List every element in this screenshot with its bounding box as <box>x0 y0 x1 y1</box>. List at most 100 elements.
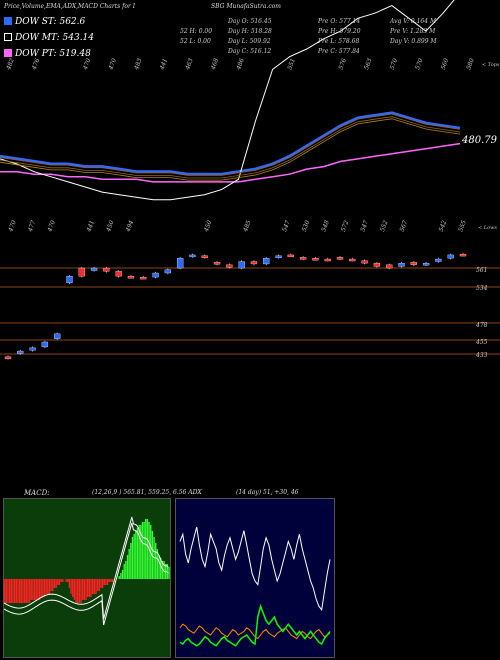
macd-bar <box>53 579 56 588</box>
bottom-label: 450 <box>203 219 214 233</box>
macd-bar <box>42 579 44 597</box>
macd-bar <box>12 579 14 603</box>
bottom-label: 441 <box>85 220 96 234</box>
macd-bar <box>163 561 165 579</box>
candle-body <box>213 262 221 265</box>
stat-day-high: Day H: 518.28 <box>228 28 272 35</box>
macd-bar <box>72 579 74 597</box>
macd-bar <box>25 579 27 603</box>
macd-bar <box>161 561 164 579</box>
ema-lines <box>0 0 461 201</box>
bottom-label: 542 <box>438 219 449 232</box>
candle-body <box>299 257 307 260</box>
candle-body <box>127 276 135 279</box>
candle-body <box>226 264 233 268</box>
candle-body <box>398 262 405 267</box>
ema-aux-line <box>0 116 461 179</box>
macd-bar <box>38 579 41 600</box>
macd-bar <box>77 579 79 603</box>
candle-body <box>447 254 454 259</box>
macd-bar <box>128 549 130 579</box>
legend-swatch-blue <box>4 17 12 25</box>
top-label: 486 <box>235 57 246 71</box>
bottom-label: 485 <box>242 219 253 233</box>
price-axis-labels: 561 534 478 455 433 <box>475 267 488 359</box>
macd-bar <box>82 579 84 600</box>
macd-bar <box>52 579 54 591</box>
macd-bar <box>108 579 110 582</box>
macd-bar <box>47 579 49 594</box>
macd-bar <box>27 579 29 603</box>
macd-bar <box>83 579 86 600</box>
candle-body <box>4 356 12 359</box>
macd-line <box>4 516 169 620</box>
macd-bar <box>40 579 42 597</box>
candle-body <box>386 264 393 269</box>
adx-lines <box>179 526 331 647</box>
ema-top-labels: 482 476 470 470 483 441 463 468 486 551 576 563 570 5… <box>5 57 476 71</box>
macd-bar <box>123 564 125 579</box>
macd-bar <box>62 579 64 582</box>
macd-bar <box>133 534 135 579</box>
macd-bar <box>18 579 21 603</box>
chart-title-left: Price,Volume,EMA,ADX,MACD Charts for I <box>4 3 136 10</box>
top-label: 570 <box>389 57 400 70</box>
bottom-label: 450 <box>105 219 116 233</box>
legend-dow-st: DOW ST: 562.6 <box>4 17 85 27</box>
macd-bar <box>17 579 19 603</box>
macd-bar <box>101 579 104 588</box>
macd-bar <box>7 579 9 603</box>
candle-body <box>349 258 356 262</box>
macd-bar <box>166 564 169 579</box>
candle-body <box>103 267 110 272</box>
price-horizontal-lines <box>0 267 500 355</box>
macd-bar <box>43 579 46 597</box>
candle-body <box>164 269 172 274</box>
macd-bar <box>135 531 137 579</box>
top-label: 441 <box>158 58 169 72</box>
price-axis-label: 534 <box>476 285 488 292</box>
macd-bar <box>153 537 155 579</box>
top-label: 570 <box>414 57 425 70</box>
bottom-label: 552 <box>379 219 390 232</box>
macd-bar <box>158 555 160 579</box>
stat-52-low: 52 L: 0.00 <box>180 38 211 45</box>
candle-body <box>459 253 467 257</box>
top-label: 576 <box>338 57 349 70</box>
legend-label: DOW PT: <box>15 49 57 59</box>
macd-bar <box>98 579 100 591</box>
macd-bar <box>156 549 159 579</box>
macd-bar <box>20 579 22 603</box>
adx-series-line <box>179 526 331 612</box>
bottom-label: 547 <box>281 219 292 232</box>
candle-body <box>17 350 24 354</box>
candle-body <box>66 276 73 284</box>
macd-bar <box>10 579 12 603</box>
candle-body <box>238 261 245 269</box>
macd-bar <box>13 579 16 603</box>
top-label: 470 <box>107 57 118 71</box>
macd-bar <box>67 579 69 582</box>
macd-bar <box>136 528 139 579</box>
macd-bar <box>15 579 17 603</box>
macd-bar <box>155 543 157 579</box>
macd-signal-line <box>4 522 169 626</box>
top-label: 580 <box>465 57 476 70</box>
candle-body <box>29 347 36 351</box>
chart-title-right: SBG MunafaSutra.com <box>211 3 281 10</box>
macd-bar <box>146 519 149 579</box>
candle-body <box>90 267 98 271</box>
macd-bar <box>85 579 87 600</box>
candle-body <box>41 341 49 348</box>
price-bottom-labels: 470 477 470 441 450 494 450 485 547 530 548 572 547 5… <box>7 219 468 233</box>
macd-bar <box>148 522 150 579</box>
macd-bar <box>87 579 89 597</box>
macd-bar <box>70 579 72 594</box>
adx-panel <box>175 498 335 658</box>
adx-values: (14 day) 51, +30, 46 <box>236 489 299 496</box>
price-axis-label: 561 <box>476 267 487 274</box>
main-chart: 482 476 470 470 483 441 463 468 486 551 576 563 570 5… <box>0 0 500 360</box>
legend-label: DOW ST: <box>15 17 57 27</box>
bottom-label: 548 <box>320 219 331 232</box>
legend-dow-mt: DOW MT: 543.14 <box>4 33 94 43</box>
